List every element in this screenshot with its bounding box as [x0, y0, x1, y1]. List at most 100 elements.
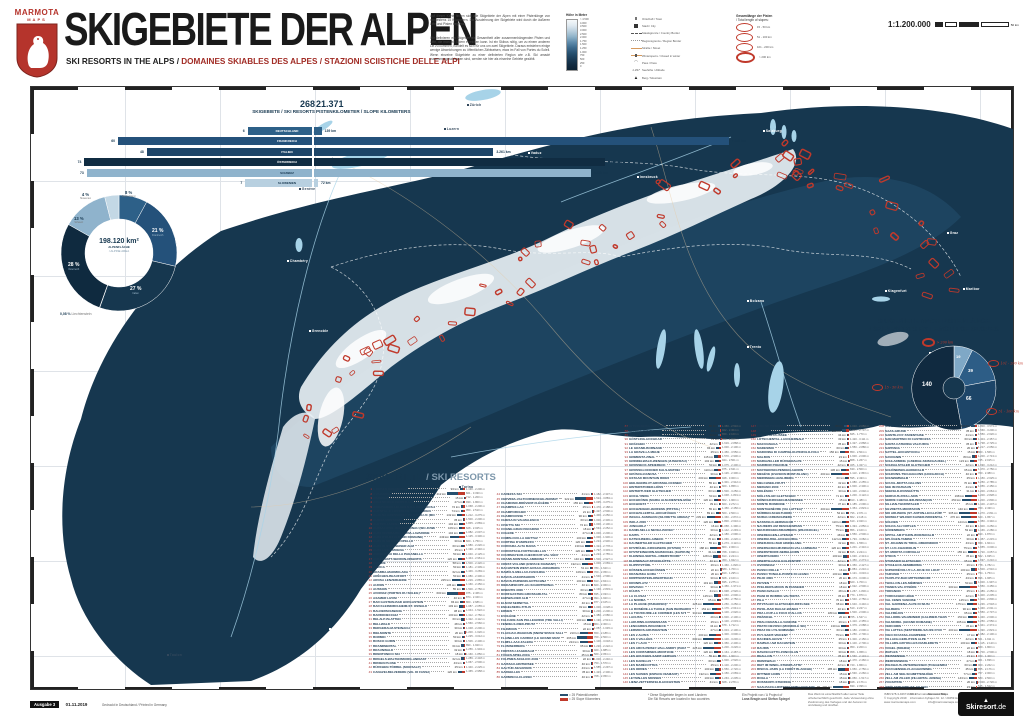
elevation-tick: 1.250: [580, 47, 587, 51]
resort-km-bar: [718, 464, 721, 467]
donut2-value-66: 66: [966, 396, 972, 402]
slope-km-value: 139 km: [324, 129, 337, 133]
slope-length-donut-svg: [911, 345, 997, 431]
resort-row: 136 LES 3 VALLÉES 600 km 1.100 - 3.230 m: [622, 637, 741, 642]
resort-km-bar: [973, 529, 977, 532]
resort-km-bar: [461, 644, 465, 647]
resort-km-bar: [591, 649, 593, 652]
resort-km-bar: [709, 477, 721, 480]
resort-km-bar: [461, 618, 465, 621]
street-icon: [630, 47, 642, 49]
legend-symbol-town: Ortschaft / Town: [630, 15, 730, 22]
elevation-tick: 1.750: [580, 39, 587, 43]
resort-row: 79 FLUMSERBERG 65 km 1.220 - 2.222 m: [496, 644, 613, 649]
resort-row: 78 FLIMS-LAAX-FALERA 224 km 1.100 - 3.018 m: [496, 639, 613, 644]
resort-row: 165 MONTE BONDONE 37 km 1.185 - 2.090 m: [750, 502, 869, 507]
resort-km-bar: [846, 594, 849, 597]
resort-row: 110 JUNGHOLZ 16 km 1.058 - 1.390 m: [623, 524, 741, 529]
resort-row: 174 OBERJOCH-BAD HINDELANG 32 km 850 - 1.55…: [750, 541, 867, 546]
resort-km-bar: [848, 672, 849, 675]
resort-km-bar: [959, 629, 977, 632]
resort-km-bar: [719, 663, 721, 667]
resort-km-bar: [976, 633, 977, 636]
resort-km-bar: [461, 561, 465, 565]
resort-km-bar: [846, 485, 849, 489]
elevation-tick: 250: [580, 61, 585, 65]
resort-row: 204 RITTNER HORN 15 km 1.530 - 2.260 m: [750, 671, 869, 676]
resort-row: 201 REINSWALD 18 km 1.470 - 2.460 m: [750, 658, 869, 663]
brand-block: MARMOTA MAPS: [14, 8, 60, 83]
city-dot: [467, 104, 469, 106]
resort-km-bar: [450, 535, 465, 539]
resort-row: 106 HOCHZEIGER-JERZENS (PITZTAL) 55 km 1.45…: [622, 506, 741, 511]
resort-km-bar: [975, 564, 977, 567]
resort-row: 69 ELM IM SERNFTAL 40 km 977 - 2.105 m: [496, 600, 611, 605]
resort-km-bar: [709, 672, 721, 675]
intro-paragraph-1: Auf dieser Karte finden sich alle Skigeb…: [430, 14, 550, 27]
resort-row: 131 LACHTAL 29 km 1.600 - 2.100 m: [622, 615, 741, 620]
resort-row: 220 SCHWEMMALM 25 km 1.150 - 2.625 m: [878, 476, 997, 481]
resort-row: 11 ALPE CIMBRA-FOLGARIA-LAVARONE 104 km 1.0…: [368, 530, 485, 535]
resort-row: 91 GRÄCHEN 42 km 1.619 - 2.868 m: [624, 441, 741, 446]
resort-count-bar: [247, 127, 262, 135]
ski-area-outline: [781, 139, 789, 147]
resort-km-bar: [719, 572, 721, 575]
resort-km-bar: [847, 542, 849, 545]
ski-area-outline: [589, 244, 598, 254]
resort-km-bar: [588, 523, 593, 526]
resort-km-bar: [962, 498, 977, 502]
city-label-trento: Trento: [747, 345, 761, 349]
resort-row: 261 WEISSENSEE 23 km 930 - 1.400 m: [878, 654, 995, 659]
ski-area-outline: [730, 158, 741, 169]
note-51-100km: 51 - 100 km: [986, 408, 1019, 415]
resort-row: 31 BELALP-BLATTEN 60 km 1.322 - 3.112 m: [368, 617, 485, 622]
resort-row: 257 VILLACH-GERLITZEN ALPE 42 km 501 - 1.91…: [878, 637, 995, 642]
resort-km-bar: [709, 546, 721, 549]
country-row-slowenien: 7 SLOWENIEN 72 km: [75, 179, 775, 187]
resort-km-bar: [461, 657, 465, 660]
resort-km-bar: [587, 514, 593, 517]
resort-km-bar: [462, 574, 465, 578]
resort-km-bar: [974, 668, 977, 671]
resort-km-bar: [709, 633, 721, 636]
resort-row: 167 MÜRREN-SCHILTHORN 54 km 796 - 2.971 m: [750, 511, 867, 516]
resort-row: 239 STUBAIER GLETSCHER 65 km 1.697 - 3.210 …: [878, 558, 997, 563]
resort-km-bar: [845, 511, 849, 515]
resort-km-bar: [847, 590, 849, 593]
resort-row: 259 VOGEL (BOHINJ) 22 km 569 - 1.800 m: [878, 645, 995, 650]
country-borders: [270, 146, 962, 558]
donut1-center: 198.120 km² ALPENFLÄCHE / ALPINE AREA: [89, 238, 149, 253]
resort-row: 26 AXAMER LIZUM 40 km 874 - 2.340 m: [368, 595, 483, 600]
resort-row: 54 COMBLOUX-LA GIETTAZ 100 km 1.000 - 1.930…: [496, 535, 613, 540]
resort-row: 160 MELCHSEE-FRUTT 32 km 1.080 - 2.255 m: [750, 480, 869, 485]
resort-km-bar: [972, 672, 977, 675]
slope-km-bar: [314, 127, 322, 135]
resort-km-bar: [974, 464, 977, 467]
snow-ridge-south: [253, 412, 315, 561]
resort-km-bar: [975, 446, 977, 449]
resort-row: 57 CORVATSCH-FURTSCHELLAS 120 km 1.797 - 3.…: [496, 548, 613, 553]
resort-row: 29 BALDERSCHWANG 38 km 1.044 - 1.522 m: [368, 608, 485, 613]
resort-km-bar: [590, 575, 593, 578]
slope-km-value: 5.031 km: [593, 170, 609, 175]
resort-km-bar: [463, 540, 465, 543]
resort-row: 125 KÜHTAI 41 km 1.938 - 2.520 m: [622, 589, 741, 594]
city-dot: [637, 176, 639, 178]
resort-row: 24 AUSSOIS 55 km 1.500 - 2.750 m: [368, 587, 485, 592]
resort-row: 141 LES KARELLIS 60 km 1.600 - 2.520 m: [622, 658, 741, 663]
resort-row: 42 BÜRCHEN-TÖRBEL (MOOSALP) 25 km 1.340 - 2…: [368, 665, 485, 670]
resort-km-bar: [463, 501, 465, 504]
resort-km-bar: [714, 468, 721, 471]
donut-slice: [104, 194, 120, 221]
resort-km-bar: [718, 590, 721, 593]
resort-row: 8 ALBIEZ-MONTROND 35 km 1.500 - 2.200 m: [370, 517, 485, 522]
ski-area-size-icon: [736, 32, 753, 42]
resort-km-bar: [703, 611, 721, 615]
slope-km-bar: [314, 179, 318, 187]
resort-km-bar: [972, 455, 977, 458]
resort-km-bar: [848, 677, 849, 680]
resort-km-bar: [719, 585, 721, 588]
resort-km-bar: [832, 685, 849, 688]
resort-km-bar: [584, 558, 593, 561]
